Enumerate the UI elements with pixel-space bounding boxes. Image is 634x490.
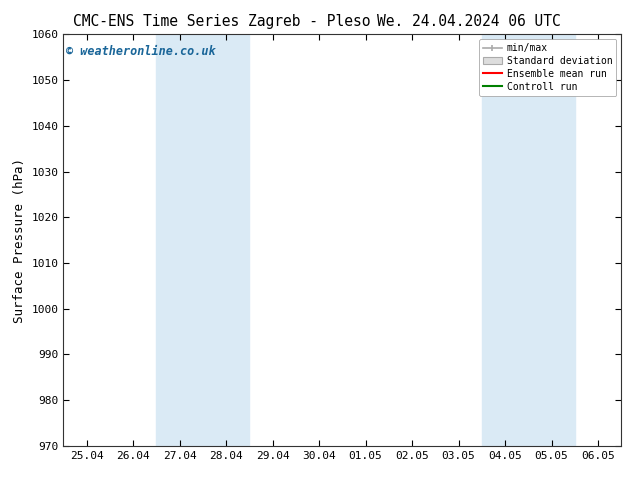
Bar — [482, 34, 575, 446]
Bar — [157, 34, 249, 446]
Legend: min/max, Standard deviation, Ensemble mean run, Controll run: min/max, Standard deviation, Ensemble me… — [479, 39, 616, 96]
Text: We. 24.04.2024 06 UTC: We. 24.04.2024 06 UTC — [377, 14, 561, 29]
Text: © weatheronline.co.uk: © weatheronline.co.uk — [66, 45, 216, 58]
Text: CMC-ENS Time Series Zagreb - Pleso: CMC-ENS Time Series Zagreb - Pleso — [73, 14, 371, 29]
Y-axis label: Surface Pressure (hPa): Surface Pressure (hPa) — [13, 158, 26, 322]
